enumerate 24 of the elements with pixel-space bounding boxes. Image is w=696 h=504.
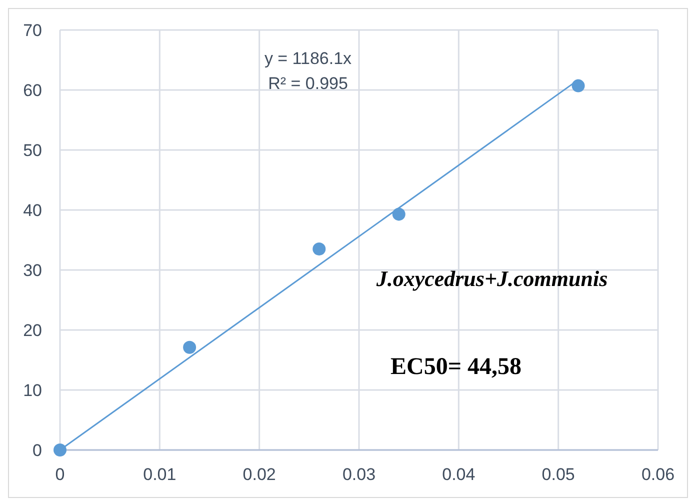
y-tick-label: 70 (23, 21, 42, 40)
point (392, 208, 406, 221)
y-tick-label: 50 (23, 141, 42, 160)
x-tick-label: 0 (55, 465, 65, 484)
annotation: R² = 0.995 (268, 74, 348, 93)
point (54, 444, 66, 456)
x-tick-label: 0.02 (242, 465, 276, 484)
annotation: J.oxycedrus+J.communis (375, 266, 608, 291)
y-tick-label: 0 (32, 441, 42, 460)
y-tick-label: 40 (23, 201, 42, 220)
annotation: EC50= 44,58 (390, 354, 522, 380)
y-tick-label: 60 (23, 81, 42, 100)
point (183, 340, 196, 354)
annotation: y = 1186.1x (264, 49, 352, 68)
x-tick-label: 0.01 (143, 465, 176, 484)
x-tick-label: 0.03 (342, 465, 376, 484)
point (572, 79, 585, 92)
y-tick-label: 10 (23, 381, 42, 400)
y-tick-label: 30 (23, 261, 42, 280)
x-tick-label: 0.04 (442, 465, 476, 484)
y-tick-label: 20 (23, 321, 42, 340)
x-tick-label: 0.06 (641, 465, 675, 484)
point (312, 242, 326, 256)
x-tick-label: 0.05 (542, 465, 575, 484)
